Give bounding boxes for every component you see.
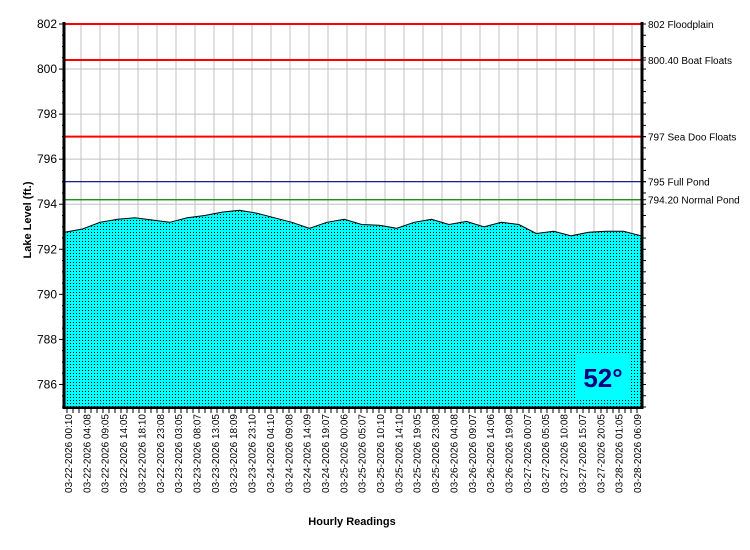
x-tick-label: 03-26-2026 09:07 [468, 414, 479, 493]
x-tick-label: 03-22-2026 14:05 [119, 414, 130, 493]
x-tick-label: 03-22-2026 23:08 [156, 414, 167, 493]
y-tick-label: 802 [37, 17, 57, 31]
temperature-text: 52° [583, 363, 622, 393]
x-tick-label: 03-26-2026 04:08 [449, 414, 460, 493]
y-axis-label: Lake Level (ft.) [22, 181, 34, 258]
lake-level-area [64, 209, 642, 408]
y-tick-label: 794 [37, 197, 57, 211]
x-tick-label: 03-27-2026 15:07 [578, 414, 589, 493]
reference-label: 797 Sea Doo Floats [648, 133, 736, 144]
reference-label: 800.40 Boat Floats [648, 56, 732, 67]
x-tick-label: 03-25-2026 00:06 [339, 414, 350, 493]
y-tick-label: 786 [37, 377, 57, 391]
x-tick-label: 03-23-2026 13:05 [211, 414, 222, 493]
x-tick-label: 03-22-2026 18:10 [137, 414, 148, 493]
x-tick-label: 03-27-2026 20:05 [596, 414, 607, 493]
x-tick-label: 03-25-2026 14:10 [394, 414, 405, 493]
x-tick-label: 03-27-2026 05:05 [541, 414, 552, 493]
x-tick-label: 03-28-2026 01:05 [615, 414, 626, 493]
y-tick-label: 798 [37, 107, 57, 121]
x-tick-label: 03-24-2026 04:10 [266, 414, 277, 493]
x-tick-label: 03-27-2026 00:07 [523, 414, 534, 493]
x-axis-label: Hourly Readings [308, 516, 395, 528]
x-tick-label: 03-25-2026 23:08 [431, 414, 442, 493]
x-tick-label: 03-24-2026 09:08 [284, 414, 295, 493]
x-tick-label: 03-27-2026 10:08 [560, 414, 571, 493]
temperature-badge: 52° [577, 355, 630, 398]
x-tick-label: 03-23-2026 18:09 [229, 414, 240, 493]
x-tick-label: 03-23-2026 03:05 [174, 414, 185, 493]
reference-label: 802 Floodplain [648, 20, 714, 31]
x-tick-label: 03-24-2026 19:07 [321, 414, 332, 493]
y-tick-label: 796 [37, 152, 57, 166]
x-tick-label: 03-25-2026 10:10 [376, 414, 387, 493]
x-tick-label: 03-24-2026 14:09 [303, 414, 314, 493]
y-tick-label: 788 [37, 332, 57, 346]
x-tick-label: 03-22-2026 04:08 [82, 414, 93, 493]
x-tick-label: 03-25-2026 05:07 [358, 414, 369, 493]
y-tick-label: 792 [37, 242, 57, 256]
x-tick-label: 03-22-2026 09:05 [101, 414, 112, 493]
x-tick-label: 03-28-2026 06:09 [633, 414, 644, 493]
x-tick-label: 03-23-2026 08:07 [192, 414, 203, 493]
x-ticks: 03-22-2026 00:10 03-22-2026 04:08 03-22-20… [64, 414, 644, 493]
x-tick-label: 03-23-2026 23:10 [248, 414, 259, 493]
reference-lines: 802 Floodplain 800.40 Boat Floats 797 Sea … [65, 20, 740, 207]
y-tick-label: 800 [37, 62, 57, 76]
x-tick-label: 03-22-2026 00:10 [64, 414, 75, 493]
y-tick-label: 790 [37, 287, 57, 301]
reference-label: 794.20 Normal Pond [648, 196, 740, 207]
axes [59, 22, 646, 413]
x-tick-label: 03-25-2026 19:05 [413, 414, 424, 493]
x-tick-label: 03-26-2026 14:06 [486, 414, 497, 493]
x-tick-label: 03-26-2026 19:08 [505, 414, 516, 493]
y-ticks: 786 788 790 792 794 796 798 800 802 [37, 17, 57, 391]
reference-label: 795 Full Pond [648, 178, 710, 189]
